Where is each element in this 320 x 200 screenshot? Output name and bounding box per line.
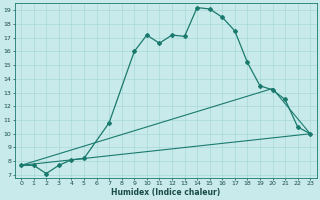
X-axis label: Humidex (Indice chaleur): Humidex (Indice chaleur) (111, 188, 220, 197)
